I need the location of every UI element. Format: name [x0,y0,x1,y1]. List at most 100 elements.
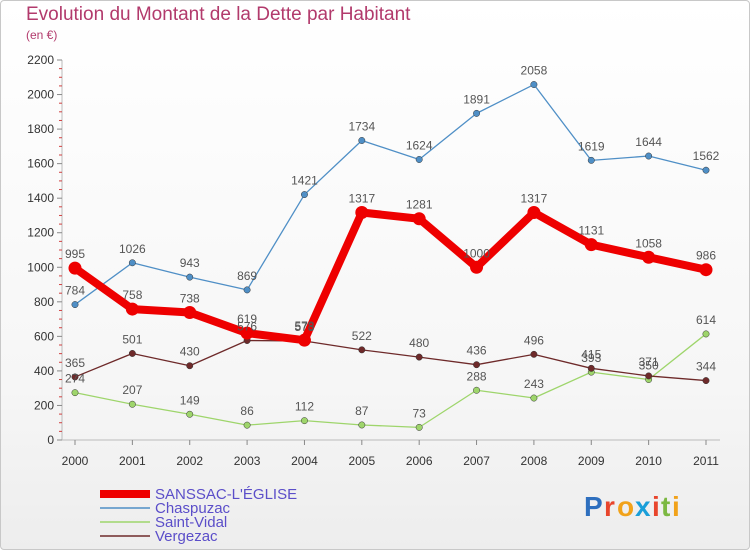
x-tick-label: 2005 [348,454,375,468]
data-point [301,191,308,199]
data-point [702,377,710,385]
data-label: 738 [180,292,200,306]
logo-letter: x [635,491,651,522]
data-label: 1624 [406,138,433,152]
data-point [68,261,82,275]
y-tick-label: 1600 [27,157,54,171]
data-point [186,362,194,370]
data-point [243,286,251,294]
data-point [71,373,79,381]
data-point [128,259,136,267]
data-label: 436 [467,344,487,358]
data-point [702,166,710,174]
data-label: 1317 [521,192,548,206]
series-line [74,339,707,382]
data-label: 149 [180,393,200,407]
data-point [645,152,653,160]
data-point [530,394,538,402]
data-label: 943 [180,256,200,270]
data-label: 578 [294,319,314,333]
y-tick-label: 1400 [27,191,54,205]
data-labels: 784 1026 943 869 1421 1734 1624 1891 2058 1619 164… [65,64,720,421]
logo-letter: P [584,491,603,522]
data-label: 522 [352,329,372,343]
data-label: 1000 [463,246,490,260]
data-point [415,423,423,431]
data-label: 869 [237,269,257,283]
series-line [74,83,707,306]
data-point [473,109,480,117]
logo-letter: i [672,491,680,522]
data-point [243,421,251,429]
data-point [71,389,79,397]
logo-letter: t [661,491,670,522]
data-point [415,353,423,361]
series-line [74,333,707,429]
data-point [128,400,136,408]
x-tick-label: 2008 [521,454,548,468]
legend-label: Vergezac [155,528,218,545]
data-label: 73 [413,406,427,420]
y-tick-label: 600 [34,329,54,343]
data-point [412,212,426,226]
data-point [358,421,366,429]
data-point [355,206,369,220]
data-point [128,350,136,357]
data-label: 1562 [693,149,720,163]
x-tick-label: 2011 [693,454,719,468]
data-point [530,350,538,358]
series-layer [68,81,713,431]
data-label: 501 [122,332,142,346]
data-label: 758 [122,288,142,302]
x-tick-label: 2001 [119,454,146,468]
data-label: 274 [65,372,85,386]
data-label: 415 [581,347,601,361]
x-tick-label: 2000 [62,454,89,468]
data-point [470,260,484,274]
y-tick-label: 1000 [27,260,54,274]
data-label: 614 [696,313,716,327]
data-label: 784 [65,284,85,298]
y-tick-label: 200 [34,398,54,412]
y-tick-label: 2000 [27,88,54,102]
data-label: 393 [581,351,601,365]
data-point [183,306,197,320]
data-label: 619 [237,312,257,326]
data-label: 1619 [578,139,605,153]
y-tick-label: 0 [47,433,54,447]
legend: SANSSAC-L'ÉGLISEChaspuzacSaint-VidalVerg… [100,486,297,545]
data-label: 576 [237,320,257,334]
legend-label: Chaspuzac [155,500,231,517]
data-point [358,346,366,354]
data-label: 1131 [578,224,604,238]
data-point [71,301,79,309]
data-point [527,206,541,220]
y-tick-label: 1800 [27,122,54,136]
data-point [186,410,194,418]
data-label: 1421 [291,174,318,188]
data-point [297,333,311,347]
data-point [240,326,254,340]
data-point [584,238,598,252]
data-label: 1644 [635,135,662,149]
data-label: 995 [65,247,85,261]
y-tick-label: 400 [34,364,54,378]
logo-letter: o [617,491,634,522]
data-label: 288 [467,369,487,383]
data-point [642,250,656,264]
data-label: 112 [295,400,314,414]
data-point [301,417,308,425]
data-point [473,361,480,369]
logo-letter: r [604,491,615,522]
x-tick-label: 2009 [578,454,605,468]
x-tick-label: 2007 [463,454,490,468]
x-tick-label: 2003 [234,454,261,468]
y-tick-label: 800 [34,295,54,309]
y-tick-label: 2200 [27,53,54,67]
data-label: 371 [639,355,659,369]
x-tick-label: 2010 [635,454,662,468]
axes: 0 200 400 600 800 1000 1200 1400 1600 1800 2000 220… [27,53,720,468]
data-label: 986 [696,249,716,263]
data-label: 350 [639,359,659,373]
